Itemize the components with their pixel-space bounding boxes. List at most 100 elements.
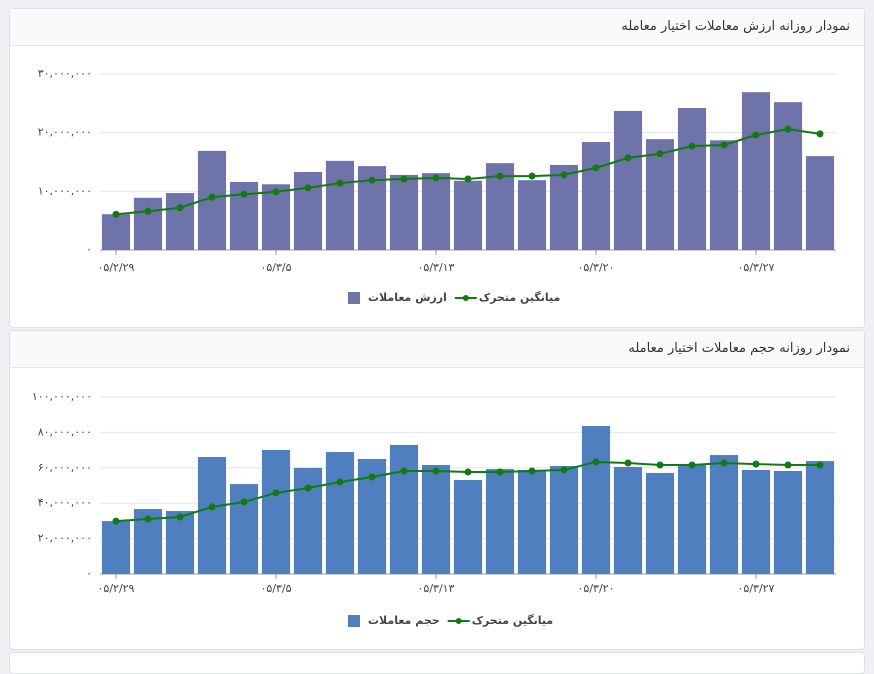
y-tick-label: ۶۰,۰۰۰,۰۰۰	[38, 461, 92, 474]
bar	[261, 449, 291, 574]
bar	[293, 467, 323, 574]
line-point	[816, 461, 824, 469]
line-point	[432, 467, 440, 475]
legend-dot	[462, 295, 469, 301]
line-point	[464, 468, 472, 476]
bar	[165, 510, 195, 574]
line-point	[208, 503, 216, 511]
bar	[549, 466, 579, 574]
bar	[133, 197, 163, 250]
page: {"chart_data":[ {"type":"bar","title":"ن…	[9, 8, 865, 674]
line-point	[240, 498, 248, 506]
bar	[485, 469, 515, 574]
bar	[101, 214, 131, 250]
line-point	[336, 478, 344, 486]
line-point	[688, 142, 696, 150]
x-tick-label: ۰۵/۳/۲۰	[578, 261, 615, 274]
y-tick-label: ۰	[86, 243, 92, 256]
bar	[581, 426, 611, 574]
line-point	[112, 210, 120, 218]
bar	[101, 521, 131, 574]
bar	[805, 156, 835, 250]
line-point	[176, 204, 184, 212]
legend-swatch	[348, 615, 360, 627]
x-tick-label: ۰۵/۲/۲۹	[98, 261, 135, 274]
line-point	[592, 458, 600, 466]
bar	[389, 174, 419, 250]
y-tick-label: ۱۰۰,۰۰۰,۰۰۰	[32, 390, 92, 403]
y-tick-label: ۴۰,۰۰۰,۰۰۰	[38, 496, 92, 509]
bar	[677, 108, 707, 250]
line-point	[624, 154, 632, 162]
y-tick-label: ۲۰,۰۰۰,۰۰۰	[38, 126, 92, 139]
x-tick-label: ۰۵/۳/۲۷	[738, 261, 775, 274]
bar	[389, 444, 419, 574]
line-point	[304, 184, 312, 192]
legend-dot	[455, 618, 462, 624]
bar	[421, 173, 451, 250]
line-point	[656, 461, 664, 469]
line-point	[496, 172, 504, 180]
line-point	[816, 130, 824, 138]
card-title: نمودار روزانه ارزش معاملات اختیار معامله	[10, 9, 864, 46]
x-tick-label: ۰۵/۳/۵	[260, 261, 291, 274]
line-point	[784, 461, 792, 469]
bar	[517, 180, 547, 250]
bar	[549, 164, 579, 250]
bar	[421, 464, 451, 574]
bar	[453, 480, 483, 574]
bar	[645, 472, 675, 574]
line-point	[368, 176, 376, 184]
line-point	[528, 172, 536, 180]
bar	[165, 193, 195, 250]
y-tick-label: ۸۰,۰۰۰,۰۰۰	[38, 425, 92, 438]
line-point	[144, 515, 152, 523]
line-point	[400, 467, 408, 475]
line-point	[560, 171, 568, 179]
x-tick-label: ۰۵/۳/۱۳	[418, 582, 455, 595]
bar	[581, 142, 611, 250]
line-point	[432, 174, 440, 182]
line-point	[400, 175, 408, 183]
line-point	[240, 190, 248, 198]
bar	[805, 461, 835, 574]
bar	[453, 180, 483, 250]
card-title: نمودار روزانه حجم معاملات اختیار معامله	[10, 331, 864, 368]
bar	[293, 171, 323, 250]
legend-swatch	[348, 292, 360, 304]
line-point	[272, 489, 280, 497]
line-point	[496, 468, 504, 476]
bar	[709, 455, 739, 574]
bar	[645, 139, 675, 250]
bar	[677, 464, 707, 574]
legend-label: ارزش معاملات	[368, 291, 447, 304]
y-tick-label: ۱۰,۰۰۰,۰۰۰	[38, 184, 92, 197]
line-point	[560, 466, 568, 474]
x-tick-label: ۰۵/۳/۱۳	[418, 261, 455, 274]
line-point	[592, 164, 600, 172]
y-tick-label: ۲۰,۰۰۰,۰۰۰	[38, 532, 92, 545]
y-tick-label: ۰	[86, 567, 92, 580]
legend-label: میانگین متحرک	[472, 614, 554, 627]
line-point	[720, 141, 728, 149]
bar	[741, 469, 771, 574]
line-point	[144, 207, 152, 215]
bar	[741, 92, 771, 250]
bar	[197, 457, 227, 574]
line-point	[304, 484, 312, 492]
line-point	[720, 459, 728, 467]
y-tick-label: ۳۰,۰۰۰,۰۰۰	[38, 67, 92, 80]
bar	[229, 484, 259, 574]
legend-label: حجم معاملات	[368, 614, 440, 627]
line-point	[528, 467, 536, 475]
line-point	[208, 193, 216, 201]
line-point	[464, 175, 472, 183]
line-point	[656, 150, 664, 158]
bar	[517, 469, 547, 574]
x-tick-label: ۰۵/۳/۵	[260, 582, 291, 595]
line-point	[368, 473, 376, 481]
line-point	[784, 125, 792, 133]
line-point	[752, 460, 760, 468]
line-point	[272, 188, 280, 196]
bar	[613, 110, 643, 251]
